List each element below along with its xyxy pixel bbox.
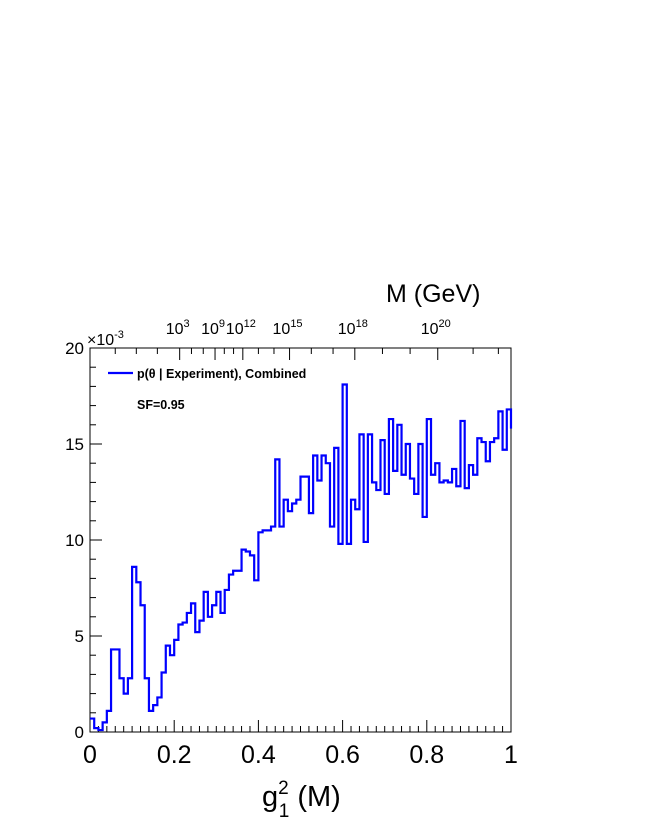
x-tick-label: 0.4 xyxy=(241,741,276,769)
y-tick-label: 5 xyxy=(75,627,84,646)
x-tick-label: 0.6 xyxy=(325,741,360,769)
legend-label: p(θ | Experiment), Combined xyxy=(137,367,306,381)
x-tick-label: 0.2 xyxy=(157,741,192,769)
y-axis: 0 5 10 15 20 xyxy=(65,339,102,742)
x-tick-label: 0.8 xyxy=(409,741,444,769)
top-axis-title: M (GeV) xyxy=(386,280,480,308)
histogram-line xyxy=(90,383,513,732)
x-tick-label: 0 xyxy=(83,741,97,769)
histogram-series xyxy=(90,383,513,732)
top-tick-label: 1018 xyxy=(338,318,368,338)
x-tick-label: 1 xyxy=(504,741,518,769)
top-tick-label: 1015 xyxy=(273,318,303,338)
x-axis: 0 0.2 0.4 0.6 0.8 1 xyxy=(83,720,518,769)
y-tick-label: 0 xyxy=(75,723,84,742)
y-axis-multiplier: ×10-3 xyxy=(87,329,124,349)
y-tick-label: 10 xyxy=(65,531,84,550)
legend-note: SF=0.95 xyxy=(137,398,185,412)
top-tick-label: 1012 xyxy=(226,318,256,338)
top-tick-label: 109 xyxy=(201,318,225,338)
top-tick-label: 1020 xyxy=(421,318,451,338)
top-axis: 103 109 1012 1015 1018 1020 xyxy=(114,318,499,360)
x-axis-title: g2 1 (M) xyxy=(262,778,341,822)
y-tick-label: 15 xyxy=(65,435,84,454)
top-tick-label: 103 xyxy=(166,318,190,338)
y-tick-label: 20 xyxy=(65,339,84,358)
legend: p(θ | Experiment), Combined SF=0.95 xyxy=(108,367,306,412)
